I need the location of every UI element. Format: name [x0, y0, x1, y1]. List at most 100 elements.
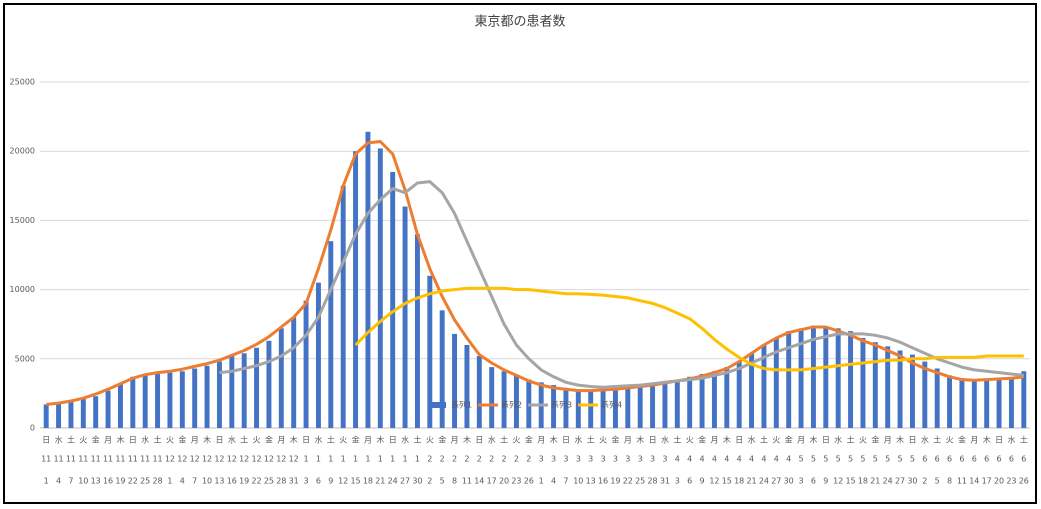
- x-day-label: 24: [759, 477, 769, 486]
- x-weekday-label: 水: [401, 435, 409, 445]
- x-month-label: 12: [177, 455, 187, 464]
- x-month-label: 2: [464, 455, 469, 464]
- bar: [872, 342, 878, 428]
- x-weekday-label: 水: [748, 435, 756, 445]
- x-weekday-label: 日: [389, 436, 397, 445]
- bar: [365, 131, 371, 428]
- x-month-label: 12: [264, 455, 274, 464]
- bar: [934, 368, 940, 428]
- y-tick-label: 25000: [10, 78, 35, 87]
- x-weekday-label: 木: [983, 435, 991, 445]
- x-month-label: 3: [650, 455, 655, 464]
- x-weekday-label: 火: [512, 436, 520, 445]
- bar: [117, 383, 123, 428]
- bar: [810, 325, 816, 428]
- x-day-label: 3: [675, 477, 680, 486]
- x-day-label: 30: [907, 477, 917, 486]
- x-weekday-label: 水: [55, 435, 63, 445]
- x-weekday-label: 月: [277, 436, 285, 445]
- x-month-label: 12: [165, 455, 175, 464]
- y-tick-label: 10000: [10, 285, 35, 294]
- x-month-label: 11: [53, 455, 63, 464]
- bar: [167, 372, 173, 428]
- x-day-label: 4: [551, 477, 556, 486]
- bar: [761, 344, 767, 428]
- bar: [786, 331, 792, 428]
- x-month-label: 3: [551, 455, 556, 464]
- x-weekday-label: 日: [562, 436, 570, 445]
- bar: [625, 387, 631, 428]
- x-weekday-label: 土: [154, 435, 162, 445]
- bar: [662, 382, 668, 428]
- x-weekday-label: 日: [42, 436, 50, 445]
- x-month-label: 2: [514, 455, 519, 464]
- x-month-label: 4: [737, 455, 742, 464]
- x-month-label: 6: [935, 455, 940, 464]
- x-day-label: 23: [1006, 477, 1016, 486]
- bar: [637, 386, 643, 428]
- x-month-label: 1: [365, 455, 370, 464]
- x-day-label: 22: [251, 477, 261, 486]
- x-day-label: 21: [375, 477, 385, 486]
- bar: [303, 300, 309, 428]
- x-day-label: 19: [115, 477, 125, 486]
- x-day-label: 4: [180, 477, 185, 486]
- x-month-label: 1: [415, 455, 420, 464]
- x-weekday-label: 日: [302, 436, 310, 445]
- x-weekday-label: 金: [438, 435, 446, 445]
- x-weekday-label: 月: [191, 436, 199, 445]
- x-month-label: 5: [910, 455, 915, 464]
- bar: [229, 356, 235, 428]
- bar: [650, 385, 656, 428]
- bar: [600, 390, 606, 428]
- x-day-label: 23: [511, 477, 521, 486]
- x-month-label: 3: [588, 455, 593, 464]
- x-day-label: 5: [935, 477, 940, 486]
- x-weekday-label: 火: [772, 436, 780, 445]
- x-month-label: 11: [140, 455, 150, 464]
- x-day-label: 27: [400, 477, 410, 486]
- bar: [476, 356, 482, 428]
- bar: [971, 379, 977, 428]
- x-day-label: 20: [499, 477, 509, 486]
- bar: [155, 374, 161, 428]
- x-weekday-label: 日: [735, 436, 743, 445]
- bar: [823, 326, 829, 428]
- bar: [711, 371, 717, 428]
- x-day-label: 15: [350, 477, 360, 486]
- x-day-label: 27: [895, 477, 905, 486]
- x-day-label: 19: [610, 477, 620, 486]
- bar: [464, 344, 470, 428]
- x-weekday-label: 火: [946, 436, 954, 445]
- x-month-label: 5: [811, 455, 816, 464]
- x-weekday-label: 金: [871, 435, 879, 445]
- bar: [885, 346, 891, 428]
- x-day-label: 25: [140, 477, 150, 486]
- bar: [328, 241, 334, 428]
- x-day-label: 14: [969, 477, 979, 486]
- x-day-label: 9: [328, 477, 333, 486]
- bar: [130, 376, 136, 428]
- x-month-label: 1: [328, 455, 333, 464]
- y-tick-label: 5000: [15, 354, 35, 363]
- x-month-label: 6: [922, 455, 927, 464]
- x-day-label: 5: [440, 477, 445, 486]
- x-day-label: 8: [452, 477, 457, 486]
- x-day-label: 11: [957, 477, 967, 486]
- x-month-label: 6: [1009, 455, 1014, 464]
- bar: [340, 185, 346, 428]
- line: [46, 140, 1024, 406]
- x-weekday-label: 水: [228, 435, 236, 445]
- x-month-label: 5: [898, 455, 903, 464]
- x-day-label: 9: [823, 477, 828, 486]
- x-weekday-label: 土: [1020, 435, 1028, 445]
- x-day-label: 19: [239, 477, 249, 486]
- x-month-label: 12: [190, 455, 200, 464]
- x-weekday-label: 水: [574, 435, 582, 445]
- x-weekday-label: 火: [166, 436, 174, 445]
- x-month-label: 4: [712, 455, 717, 464]
- bar: [513, 375, 519, 428]
- x-month-label: 2: [440, 455, 445, 464]
- x-weekday-label: 金: [611, 435, 619, 445]
